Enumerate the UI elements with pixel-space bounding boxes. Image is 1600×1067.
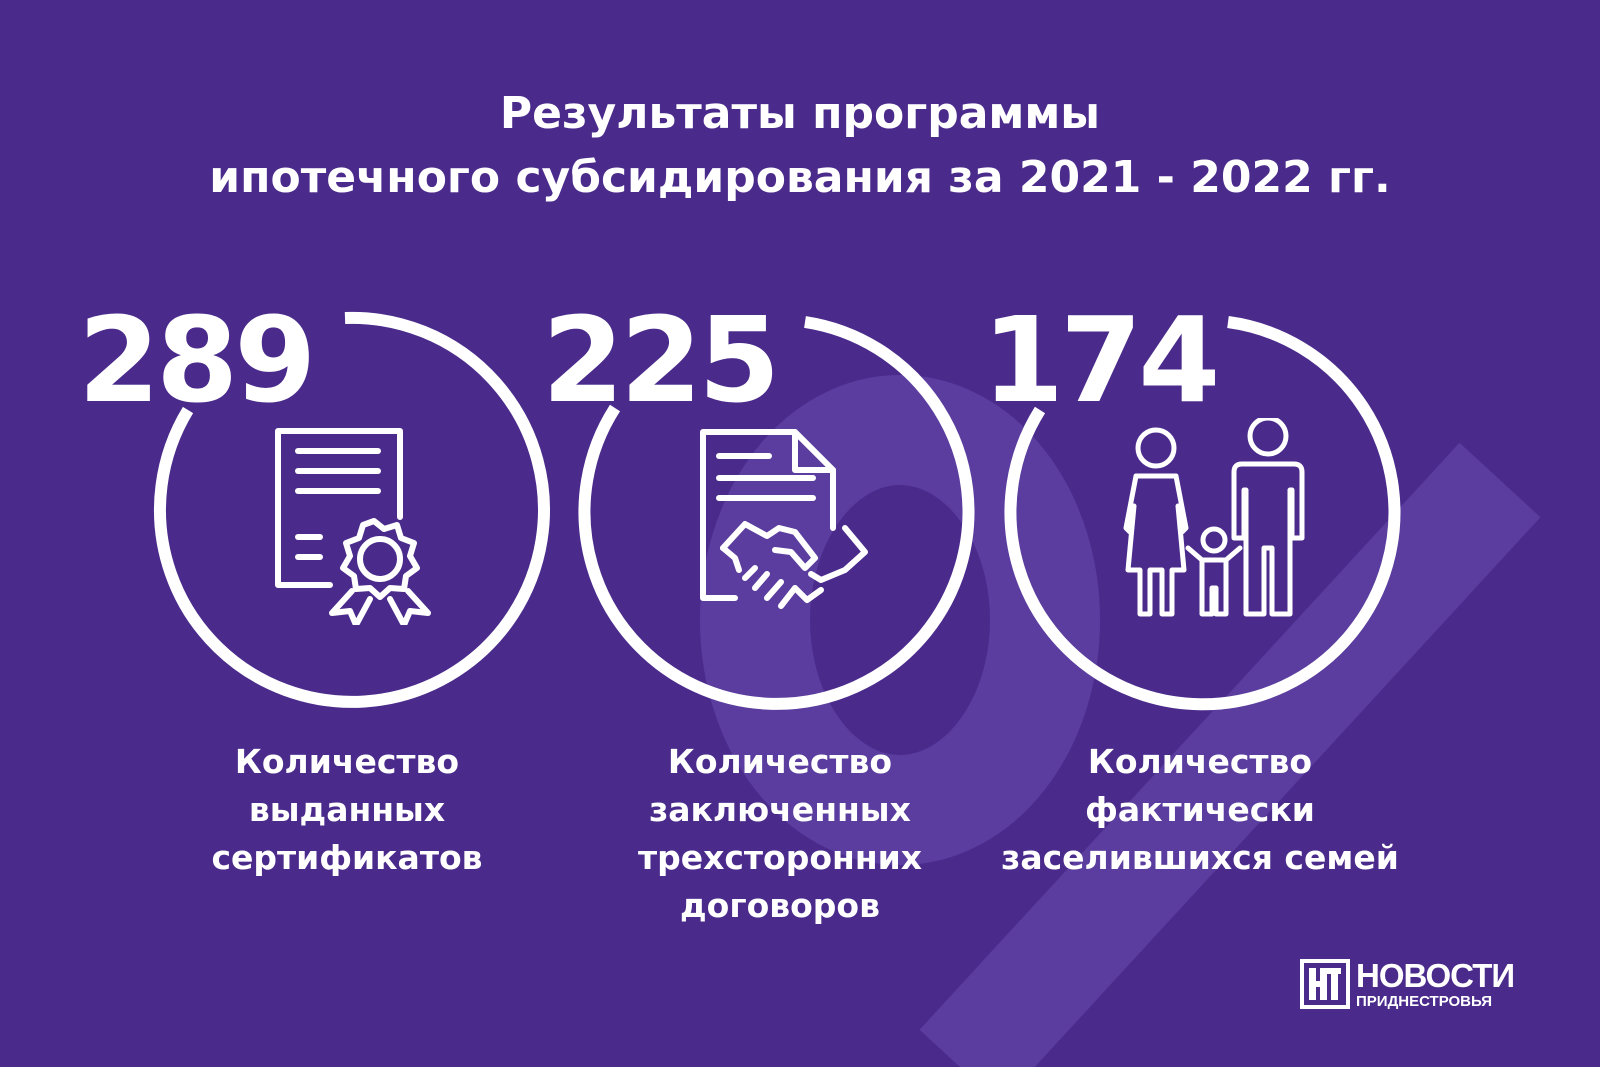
stat-value-families: 174 (982, 291, 1220, 429)
contract-handshake-icon (700, 429, 868, 609)
title-line-2: ипотечного субсидирования за 2021 - 2022… (209, 152, 1391, 203)
page-title: Результаты программы ипотечного субсидир… (0, 82, 1600, 210)
logo-sub-text: ПРИДНЕСТРОВЬЯ (1356, 993, 1493, 1010)
stat-rings (153, 311, 1401, 711)
caption-line: фактически (1085, 790, 1315, 829)
title-line-1: Результаты программы (499, 88, 1101, 139)
caption-line: заселившихся семей (1001, 838, 1399, 877)
family-icon (1123, 418, 1305, 617)
ring-contracts (578, 316, 975, 710)
caption-line: трехсторонних (637, 838, 923, 877)
certificate-icon (275, 428, 431, 625)
stat-caption-families: Количество фактически заселившихся семей (1000, 738, 1400, 882)
caption-line: заключенных (649, 790, 911, 829)
ring-certificates (153, 311, 550, 708)
ring-families (1004, 316, 1401, 711)
stat-caption-contracts: Количество заключенных трехсторонних дог… (580, 738, 980, 930)
caption-line: Количество (667, 742, 893, 781)
caption-line: выданных (248, 790, 446, 829)
news-logo: НОВОСТИ ПРИДНЕСТРОВЬЯ (1300, 956, 1515, 1012)
caption-line: сертификатов (211, 838, 483, 877)
caption-line: договоров (680, 886, 880, 925)
caption-line: Количество (1087, 742, 1313, 781)
caption-line: Количество (234, 742, 460, 781)
logo-main-text: НОВОСТИ (1356, 957, 1515, 994)
stat-caption-certificates: Количество выданных сертификатов (147, 738, 547, 882)
news-logo-icon (1300, 959, 1350, 1009)
stat-value-certificates: 289 (78, 291, 316, 429)
stat-value-contracts: 225 (542, 291, 780, 429)
